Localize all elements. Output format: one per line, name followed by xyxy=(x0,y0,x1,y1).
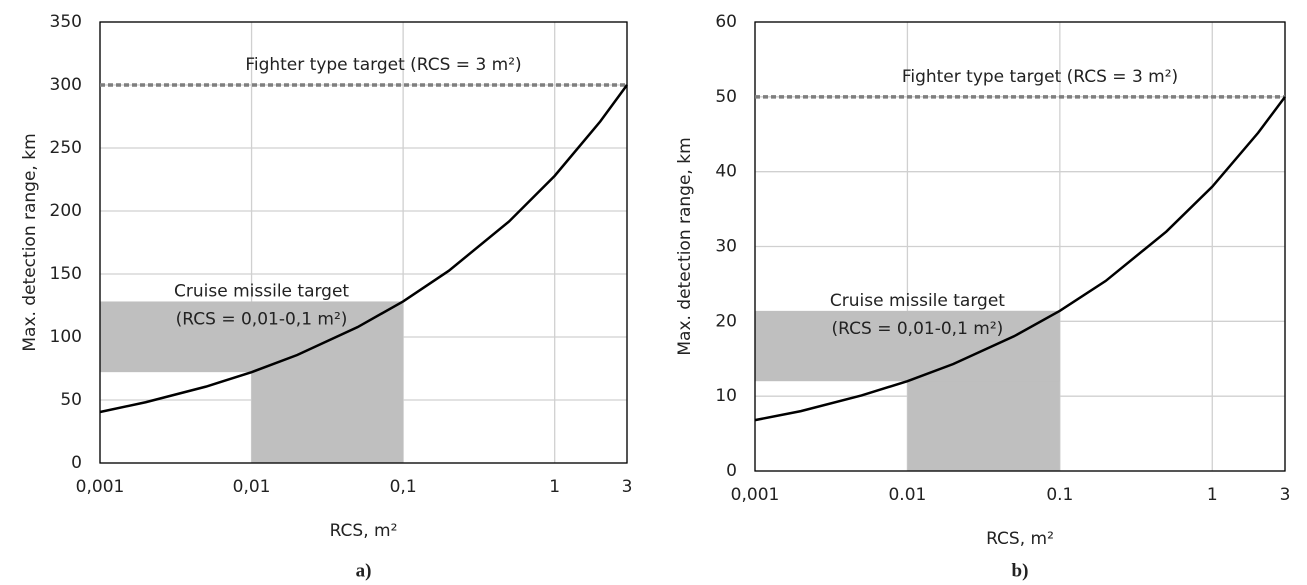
band xyxy=(755,310,1060,382)
x-tick-label: 0,001 xyxy=(76,477,125,497)
y-tick-label: 0 xyxy=(71,453,82,473)
band-label: Cruise missile target xyxy=(830,291,1005,311)
caption: a) xyxy=(356,560,372,581)
y-tick-label: 200 xyxy=(50,201,82,221)
x-tick-label: 3 xyxy=(1280,485,1291,505)
caption: b) xyxy=(1012,560,1029,581)
x-tick-label: 1 xyxy=(549,477,560,497)
y-tick-label: 350 xyxy=(50,12,82,32)
reference-label: Fighter type target (RCS = 3 m²) xyxy=(245,55,521,75)
y-tick-label: 30 xyxy=(715,237,737,257)
y-tick-label: 40 xyxy=(715,162,737,182)
y-tick-label: 250 xyxy=(50,138,82,158)
band-label: (RCS = 0,01-0,1 m²) xyxy=(176,309,348,329)
y-tick-label: 300 xyxy=(50,75,82,95)
x-tick-label: 0,001 xyxy=(731,485,780,505)
y-axis-label: Max. detection range, km xyxy=(675,137,695,355)
x-tick-label: 0.1 xyxy=(1046,485,1073,505)
y-tick-label: 0 xyxy=(726,461,737,481)
band xyxy=(100,301,404,373)
y-tick-label: 100 xyxy=(50,327,82,347)
reference-label: Fighter type target (RCS = 3 m²) xyxy=(902,67,1178,87)
y-tick-label: 60 xyxy=(715,12,737,32)
y-tick-label: 50 xyxy=(60,390,82,410)
x-axis-label: RCS, m² xyxy=(330,521,398,541)
y-tick-label: 50 xyxy=(715,87,737,107)
x-tick-label: 3 xyxy=(622,477,633,497)
y-axis-label: Max. detection range, km xyxy=(20,133,40,351)
band-label: Cruise missile target xyxy=(174,281,349,301)
y-tick-label: 20 xyxy=(715,311,737,331)
y-tick-label: 150 xyxy=(50,264,82,284)
x-tick-label: 0,1 xyxy=(390,477,417,497)
x-tick-label: 1 xyxy=(1207,485,1218,505)
x-axis-label: RCS, m² xyxy=(986,529,1054,549)
line xyxy=(99,84,629,414)
x-tick-label: 0.01 xyxy=(888,485,926,505)
band-label: (RCS = 0,01-0,1 m²) xyxy=(832,319,1004,339)
x-tick-label: 0,01 xyxy=(233,477,271,497)
line xyxy=(754,96,1287,422)
plot-frame xyxy=(99,21,628,464)
plot-frame xyxy=(754,21,1286,472)
y-tick-label: 10 xyxy=(715,386,737,406)
